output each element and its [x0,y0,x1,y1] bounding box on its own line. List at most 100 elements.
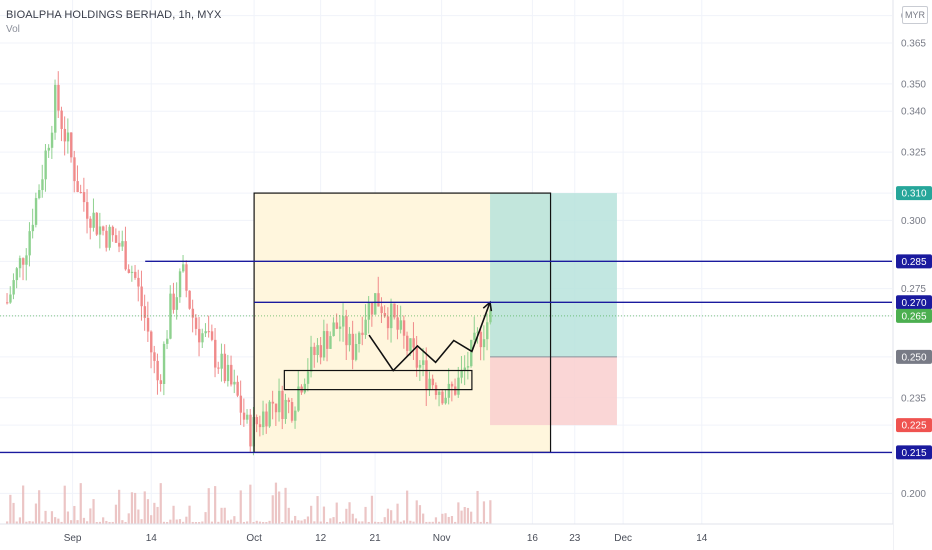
time-tick-label: Nov [433,533,451,544]
currency-button[interactable]: MYR [902,6,928,24]
candle-body [470,339,473,367]
candle-body [22,258,25,265]
volume-bar [114,504,118,524]
candle-body [412,338,415,348]
candle-body [380,306,383,314]
projection-arrow [368,301,491,372]
volume-bar [38,490,41,524]
candle-body [428,378,431,390]
volume-bar [444,513,447,524]
candle-body [338,326,342,329]
candle-body [313,346,316,355]
volume-bar [332,517,335,524]
candle-body [198,328,201,343]
volume-bar [441,513,444,524]
candle-body [223,353,227,382]
volume-bar [338,521,342,524]
volume-bar [47,521,50,524]
candle-body [486,322,489,340]
volume-bar [278,491,281,524]
candle-body [489,309,492,323]
volume-bar [182,521,185,524]
candle-body [220,353,223,369]
volume-bar [476,490,479,524]
volume-bar [166,521,169,524]
volume-bar [361,521,364,524]
volume-bar [486,521,489,524]
candle-body [460,370,463,378]
candle-body [150,331,153,353]
candle-body [54,84,57,133]
candle-body [396,317,399,330]
volume-bar [271,495,274,524]
candle-body [476,331,479,333]
price-label-bg [896,445,932,460]
volume-bar [319,521,322,524]
volume-bar [153,502,156,524]
stop-zone [490,356,617,426]
target-zone [490,193,617,357]
volume-bar [466,507,470,524]
volume-bar [9,494,12,524]
volume-bar [345,508,348,524]
volume-bar [326,521,329,524]
volume-bars [6,482,492,524]
volume-bar [6,521,9,524]
candle-body [105,230,108,248]
volume-bar [447,516,450,524]
volume-bar [434,517,438,524]
volume-bar [364,506,367,524]
volume-bar [98,521,102,524]
time-tick-label: Oct [246,533,262,544]
candle-body [454,386,457,395]
candle-body [34,198,38,225]
candle-body [332,322,335,337]
volume-bar [450,516,454,524]
volume-bar [111,521,114,524]
candle-body [130,271,134,273]
price-tick-label: 0.365 [901,38,926,49]
candle-body [114,235,118,243]
volume-bar [249,484,252,524]
candle-body [143,306,147,318]
price-label-bg [896,254,932,269]
volume-bar [306,516,310,524]
candle-body [284,399,287,419]
candle-body [393,303,396,318]
price-label-level: 0.215 [901,448,926,459]
volume-bar [284,487,287,524]
volume-bar [313,521,316,524]
volume-bar [70,520,73,524]
candle-body [86,202,89,219]
volume-bar [367,521,370,524]
volume-bar [303,519,306,524]
candle-body [6,302,9,304]
candle-body [44,150,47,180]
volume-bar [140,519,143,524]
volume-bar [236,521,239,524]
volume-bar [322,506,326,524]
candle-body [329,336,332,349]
volume-bar [185,516,188,524]
volume-bar [178,519,182,524]
candle-body [268,401,271,427]
price-tick-label: 0.235 [901,393,926,404]
volume-bar [223,507,226,524]
volume-bar [242,521,246,524]
time-tick-label: 12 [315,533,327,544]
candle-body [230,364,233,385]
candle-body [12,280,15,295]
volume-bar [316,496,319,524]
price-label-target: 0.310 [901,189,926,200]
volume-bar [470,511,473,524]
candle-body [361,332,364,335]
volume-bar [438,521,441,524]
volume-bar [204,512,207,524]
volume-bar [22,485,25,524]
volume-bar [396,503,399,524]
candle-body [463,367,467,371]
candle-body [25,255,28,265]
candle-body [418,364,422,368]
candle-body [297,386,300,411]
